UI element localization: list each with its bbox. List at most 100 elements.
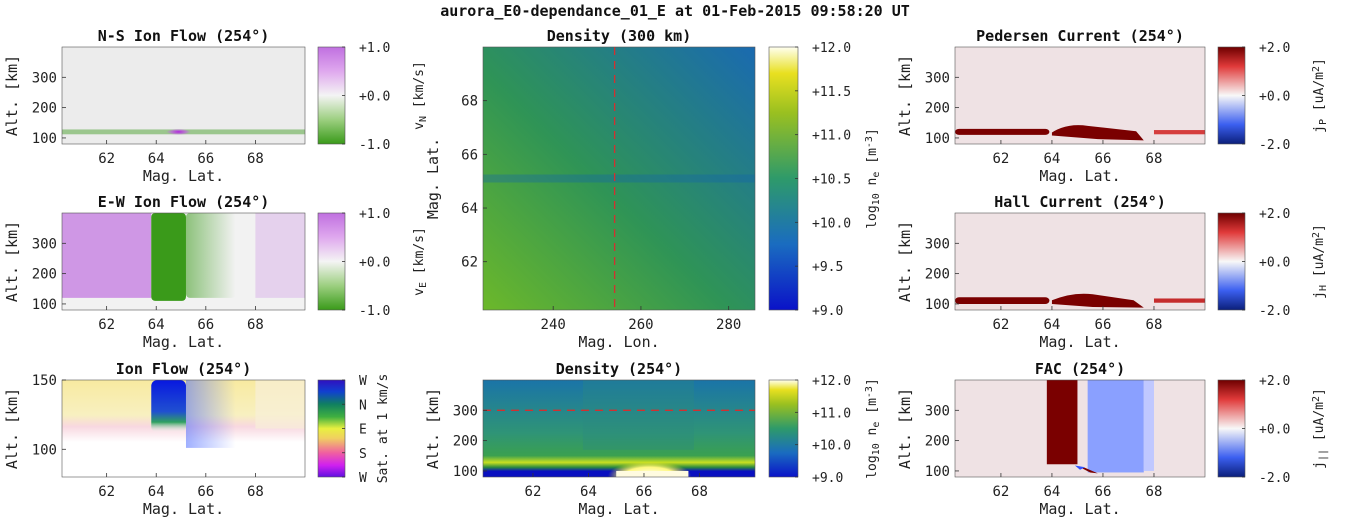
colorbar [1217,46,1246,145]
axes-frame [61,46,306,145]
panel-title: E-W Ion Flow (254°) [98,193,270,211]
x-tick-label: 62 [98,317,115,333]
colorbar-label-unit: [km/s] [412,61,427,116]
x-tick-label: 68 [247,151,264,167]
y-tick-label: 100 [32,131,57,147]
plot-area [955,47,1205,144]
colorbar-label-sup: -3 [864,386,875,398]
panel-title: Pedersen Current (254°) [976,27,1184,45]
colorbar-label-unit: [m [865,398,880,422]
axes-frame [482,46,756,311]
plot-area [483,380,755,477]
panel-title: Density (300 km) [547,27,692,45]
y-axis-label: Alt. [km] [3,221,21,302]
x-tick-label: 62 [992,317,1009,333]
colorbar-label-main: Sat. at 1 km/s [376,374,391,484]
colorbar-label: jH [uA/m2] [1311,224,1329,299]
x-tick-label: 64 [1044,317,1061,333]
colorbar-label: log10 ne [m-3] [864,378,882,479]
x-tick-label: 66 [636,484,653,500]
panel-pedersen_current: Pedersen Current (254°) 62 64 66 68 100 200 300… [896,27,1329,185]
colorbar-tick-label: -2.0 [1259,304,1290,319]
colorbar [317,379,346,478]
x-tick-label: 62 [98,484,115,500]
colorbar-tick-label: +11.0 [812,406,851,421]
colorbar [1217,379,1246,478]
panel-density_254: Density (254°) 62 64 66 68 100 200 300 Mag. Lat.… [424,360,882,518]
colorbar [317,212,346,311]
x-tick-label: 62 [98,151,115,167]
main-title: aurora_E0-dependance_01_E at 01-Feb-2015… [440,2,910,20]
colorbar-label: vE [km/s] [412,227,429,296]
axes-frame [954,212,1206,311]
colorbar-label-unit: [uA/m [1312,402,1327,449]
heatmap-region [1051,293,1144,308]
panel-title: N-S Ion Flow (254°) [98,27,270,45]
colorbar-tick-label: +9.0 [812,471,843,486]
heatmap-region [582,380,694,450]
colorbar-label-end: ] [865,128,880,136]
colorbar-tick-label: -1.0 [359,138,390,153]
colorbar [768,46,799,311]
colorbar-label-sub: 10 [871,443,882,455]
heatmap-background [955,380,1205,477]
heatmap-band [1153,130,1205,135]
colorbar-label-sub2: e [871,172,882,178]
plot-area [955,380,1205,477]
colorbar-label-main: v [412,122,427,130]
y-tick-label: 200 [453,434,478,450]
colorbar-label-main: v [412,288,427,296]
colorbar-tick-label: -2.0 [1259,471,1290,486]
x-tick-label: 62 [992,151,1009,167]
panel-density_300km: Density (300 km) 240 260 280 62 64 66 68 Mag. Lo… [424,27,882,351]
panel-ns_ion_flow: N-S Ion Flow (254°) 62 64 66 68 100 200 300 Mag.… [3,27,429,185]
y-axis-label: Alt. [km] [896,55,914,136]
colorbar-tick-label: +9.0 [812,304,843,319]
x-axis-label: Mag. Lat. [578,500,659,518]
colorbar-tick-label: +0.0 [1259,256,1290,271]
colorbar-tick-label: +1.0 [359,41,390,56]
colorbar-tick-label: +11.0 [812,129,851,144]
plot-area [62,47,305,144]
colorbar-label-sub: 10 [871,193,882,205]
panel-hall_current: Hall Current (254°) 62 64 66 68 100 200 300 Mag.… [896,193,1329,351]
colorbar-label-sub: H [1318,285,1329,291]
panel-title: Density (254°) [556,360,682,378]
x-tick-label: 68 [1146,151,1163,167]
colorbar-tick-label: +10.0 [812,439,851,454]
heatmap-region [151,213,186,301]
y-tick-label: 100 [453,464,478,480]
x-tick-label: 68 [691,484,708,500]
plot-area [955,213,1205,310]
colorbar [317,46,346,145]
colorbar-tick-label: +0.0 [1259,90,1290,105]
colorbar-label-end: ] [865,378,880,386]
colorbar-label-sub: || [1318,449,1329,461]
x-axis-label: Mag. Lat. [143,500,224,518]
colorbar-label-sup: 2 [1311,232,1322,238]
heatmap-region [1080,467,1098,474]
y-axis-label: Alt. [km] [896,388,914,469]
y-tick-label: 300 [925,70,950,86]
x-axis-label: Mag. Lat. [1039,167,1120,185]
heatmap-band [955,128,1050,135]
panel-title: Ion Flow (254°) [116,360,251,378]
colorbar-tick-label: +0.0 [359,256,390,271]
y-tick-label: 62 [461,255,478,271]
colorbar-tick-label: +1.0 [359,207,390,222]
panel-title: Hall Current (254°) [994,193,1166,211]
x-tick-label: 68 [247,317,264,333]
colorbar-tick-label: +12.0 [812,41,851,56]
x-tick-label: 66 [197,151,214,167]
heatmap-region [1143,380,1154,471]
colorbar-label-sup: 2 [1311,66,1322,72]
colorbar-label-end: ] [1312,58,1327,66]
y-tick-label: 100 [925,464,950,480]
heatmap-region [255,380,305,429]
plot-area [483,47,755,310]
colorbar-tick-label: +11.5 [812,85,851,100]
x-tick-label: 66 [1095,317,1112,333]
colorbar-tick-label: +10.5 [812,173,851,188]
colorbar-label-end: ] [1312,224,1327,232]
x-tick-label: 66 [197,317,214,333]
